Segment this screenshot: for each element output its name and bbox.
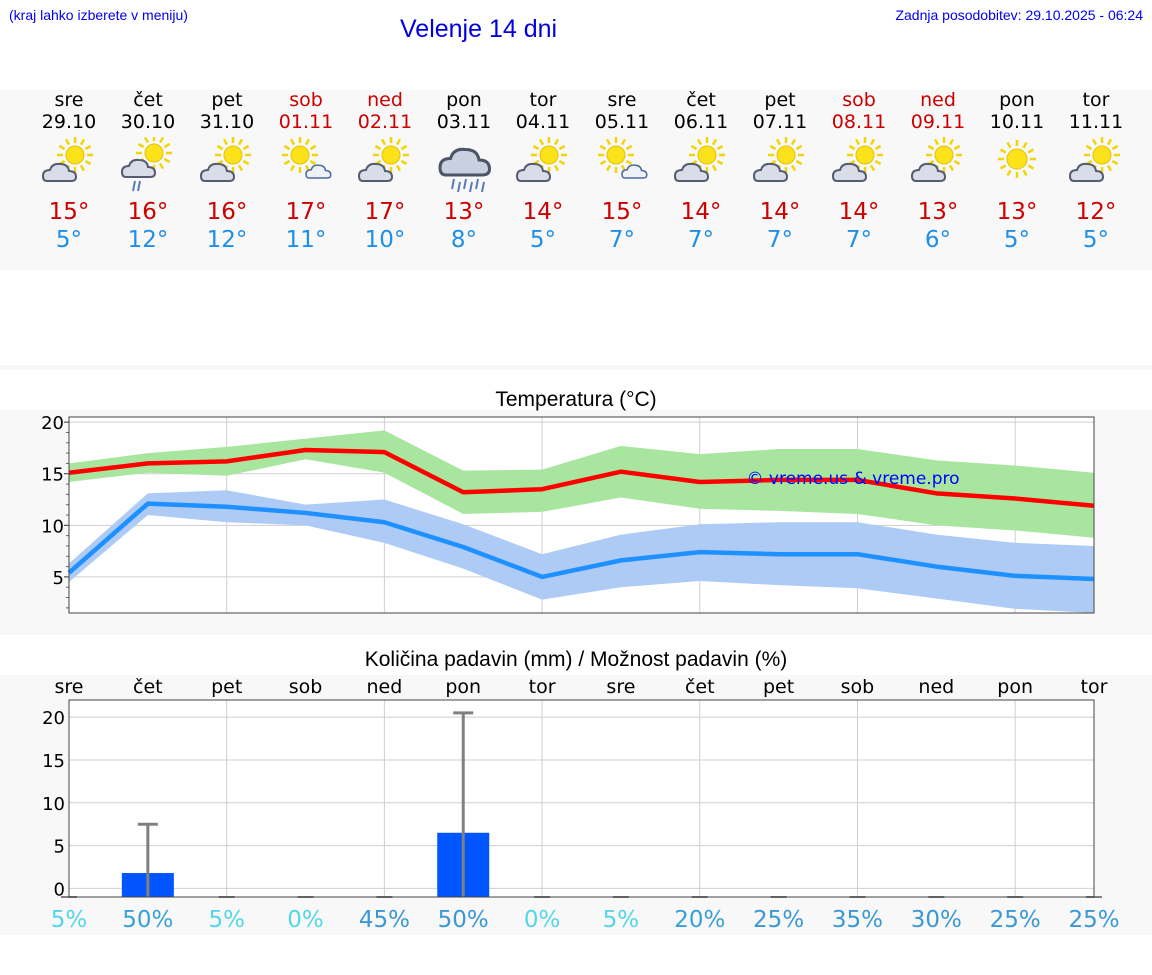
temperature-chart-title: Temperatura (°C) [495, 388, 657, 411]
sun-icon [998, 140, 1036, 178]
min-temperature: 5° [529, 227, 557, 253]
page-title: Velenje 14 dni [400, 15, 558, 43]
day-name: sob [289, 89, 323, 111]
min-temperature: 8° [450, 227, 478, 253]
min-temperature: 12° [127, 227, 169, 253]
min-temperature: 5° [1003, 227, 1031, 253]
day-name: sre [54, 89, 84, 111]
temperature-band [0, 410, 1152, 635]
day-name: pon [999, 89, 1035, 111]
sun-small-cloud-icon [282, 137, 332, 179]
day-name: tor [529, 89, 557, 111]
last-updated: Zadnja posodobitev: 29.10.2025 - 06:24 [895, 7, 1143, 23]
min-temperature: 7° [766, 227, 794, 253]
day-date: 04.11 [515, 111, 571, 133]
max-temperature: 14° [759, 199, 801, 225]
day-date: 02.11 [357, 111, 413, 133]
divider-band [0, 365, 1152, 370]
day-date: 09.11 [910, 111, 966, 133]
precip-chart-title: Količina padavin (mm) / Možnost padavin … [364, 648, 788, 671]
max-temperature: 12° [1075, 199, 1117, 225]
day-date: 30.10 [120, 111, 176, 133]
day-date: 01.11 [278, 111, 334, 133]
day-date: 29.10 [41, 111, 97, 133]
max-temperature: 16° [127, 199, 169, 225]
day-name: pet [211, 89, 243, 111]
day-name: sre [607, 89, 637, 111]
day-name: tor [1082, 89, 1110, 111]
sun-cloud-icon [752, 137, 804, 182]
min-temperature: 5° [55, 227, 83, 253]
max-temperature: 13° [996, 199, 1038, 225]
max-temperature: 17° [364, 199, 406, 225]
rain-cloud-icon [438, 147, 492, 193]
day-name: pet [764, 89, 796, 111]
day-name: čet [133, 89, 163, 111]
day-date: 10.11 [989, 111, 1045, 133]
max-temperature: 15° [48, 199, 90, 225]
min-temperature: 11° [285, 227, 327, 253]
max-temperature: 14° [838, 199, 880, 225]
max-temperature: 14° [522, 199, 564, 225]
sun-cloud-icon [199, 137, 251, 182]
sun-cloud-icon [910, 137, 962, 182]
min-temperature: 7° [687, 227, 715, 253]
sun-cloud-drizzle-icon [120, 137, 172, 192]
max-temperature: 17° [285, 199, 327, 225]
day-date: 06.11 [673, 111, 729, 133]
day-date: 03.11 [436, 111, 492, 133]
day-name: čet [686, 89, 716, 111]
min-temperature: 12° [206, 227, 248, 253]
max-temperature: 15° [601, 199, 643, 225]
sun-small-cloud-icon [598, 137, 648, 179]
day-name: ned [920, 89, 956, 111]
day-date: 08.11 [831, 111, 887, 133]
sun-cloud-icon [831, 137, 883, 182]
max-temperature: 14° [680, 199, 722, 225]
min-temperature: 7° [608, 227, 636, 253]
min-temperature: 10° [364, 227, 406, 253]
max-temperature: 16° [206, 199, 248, 225]
day-name: pon [446, 89, 482, 111]
day-date: 07.11 [752, 111, 808, 133]
forecast-band [0, 90, 1152, 270]
sun-cloud-icon [515, 137, 567, 182]
day-name: sob [842, 89, 876, 111]
location-hint: (kraj lahko izberete v meniju) [9, 7, 188, 23]
sun-cloud-icon [1068, 137, 1120, 182]
sun-cloud-icon [357, 137, 409, 182]
day-date: 05.11 [594, 111, 650, 133]
sun-cloud-icon [673, 137, 725, 182]
day-name: ned [367, 89, 403, 111]
min-temperature: 7° [845, 227, 873, 253]
precip-band [0, 675, 1152, 935]
max-temperature: 13° [917, 199, 959, 225]
day-date: 11.11 [1068, 111, 1124, 133]
max-temperature: 13° [443, 199, 485, 225]
sun-cloud-icon [41, 137, 93, 182]
min-temperature: 6° [924, 227, 952, 253]
day-date: 31.10 [199, 111, 255, 133]
min-temperature: 5° [1082, 227, 1110, 253]
